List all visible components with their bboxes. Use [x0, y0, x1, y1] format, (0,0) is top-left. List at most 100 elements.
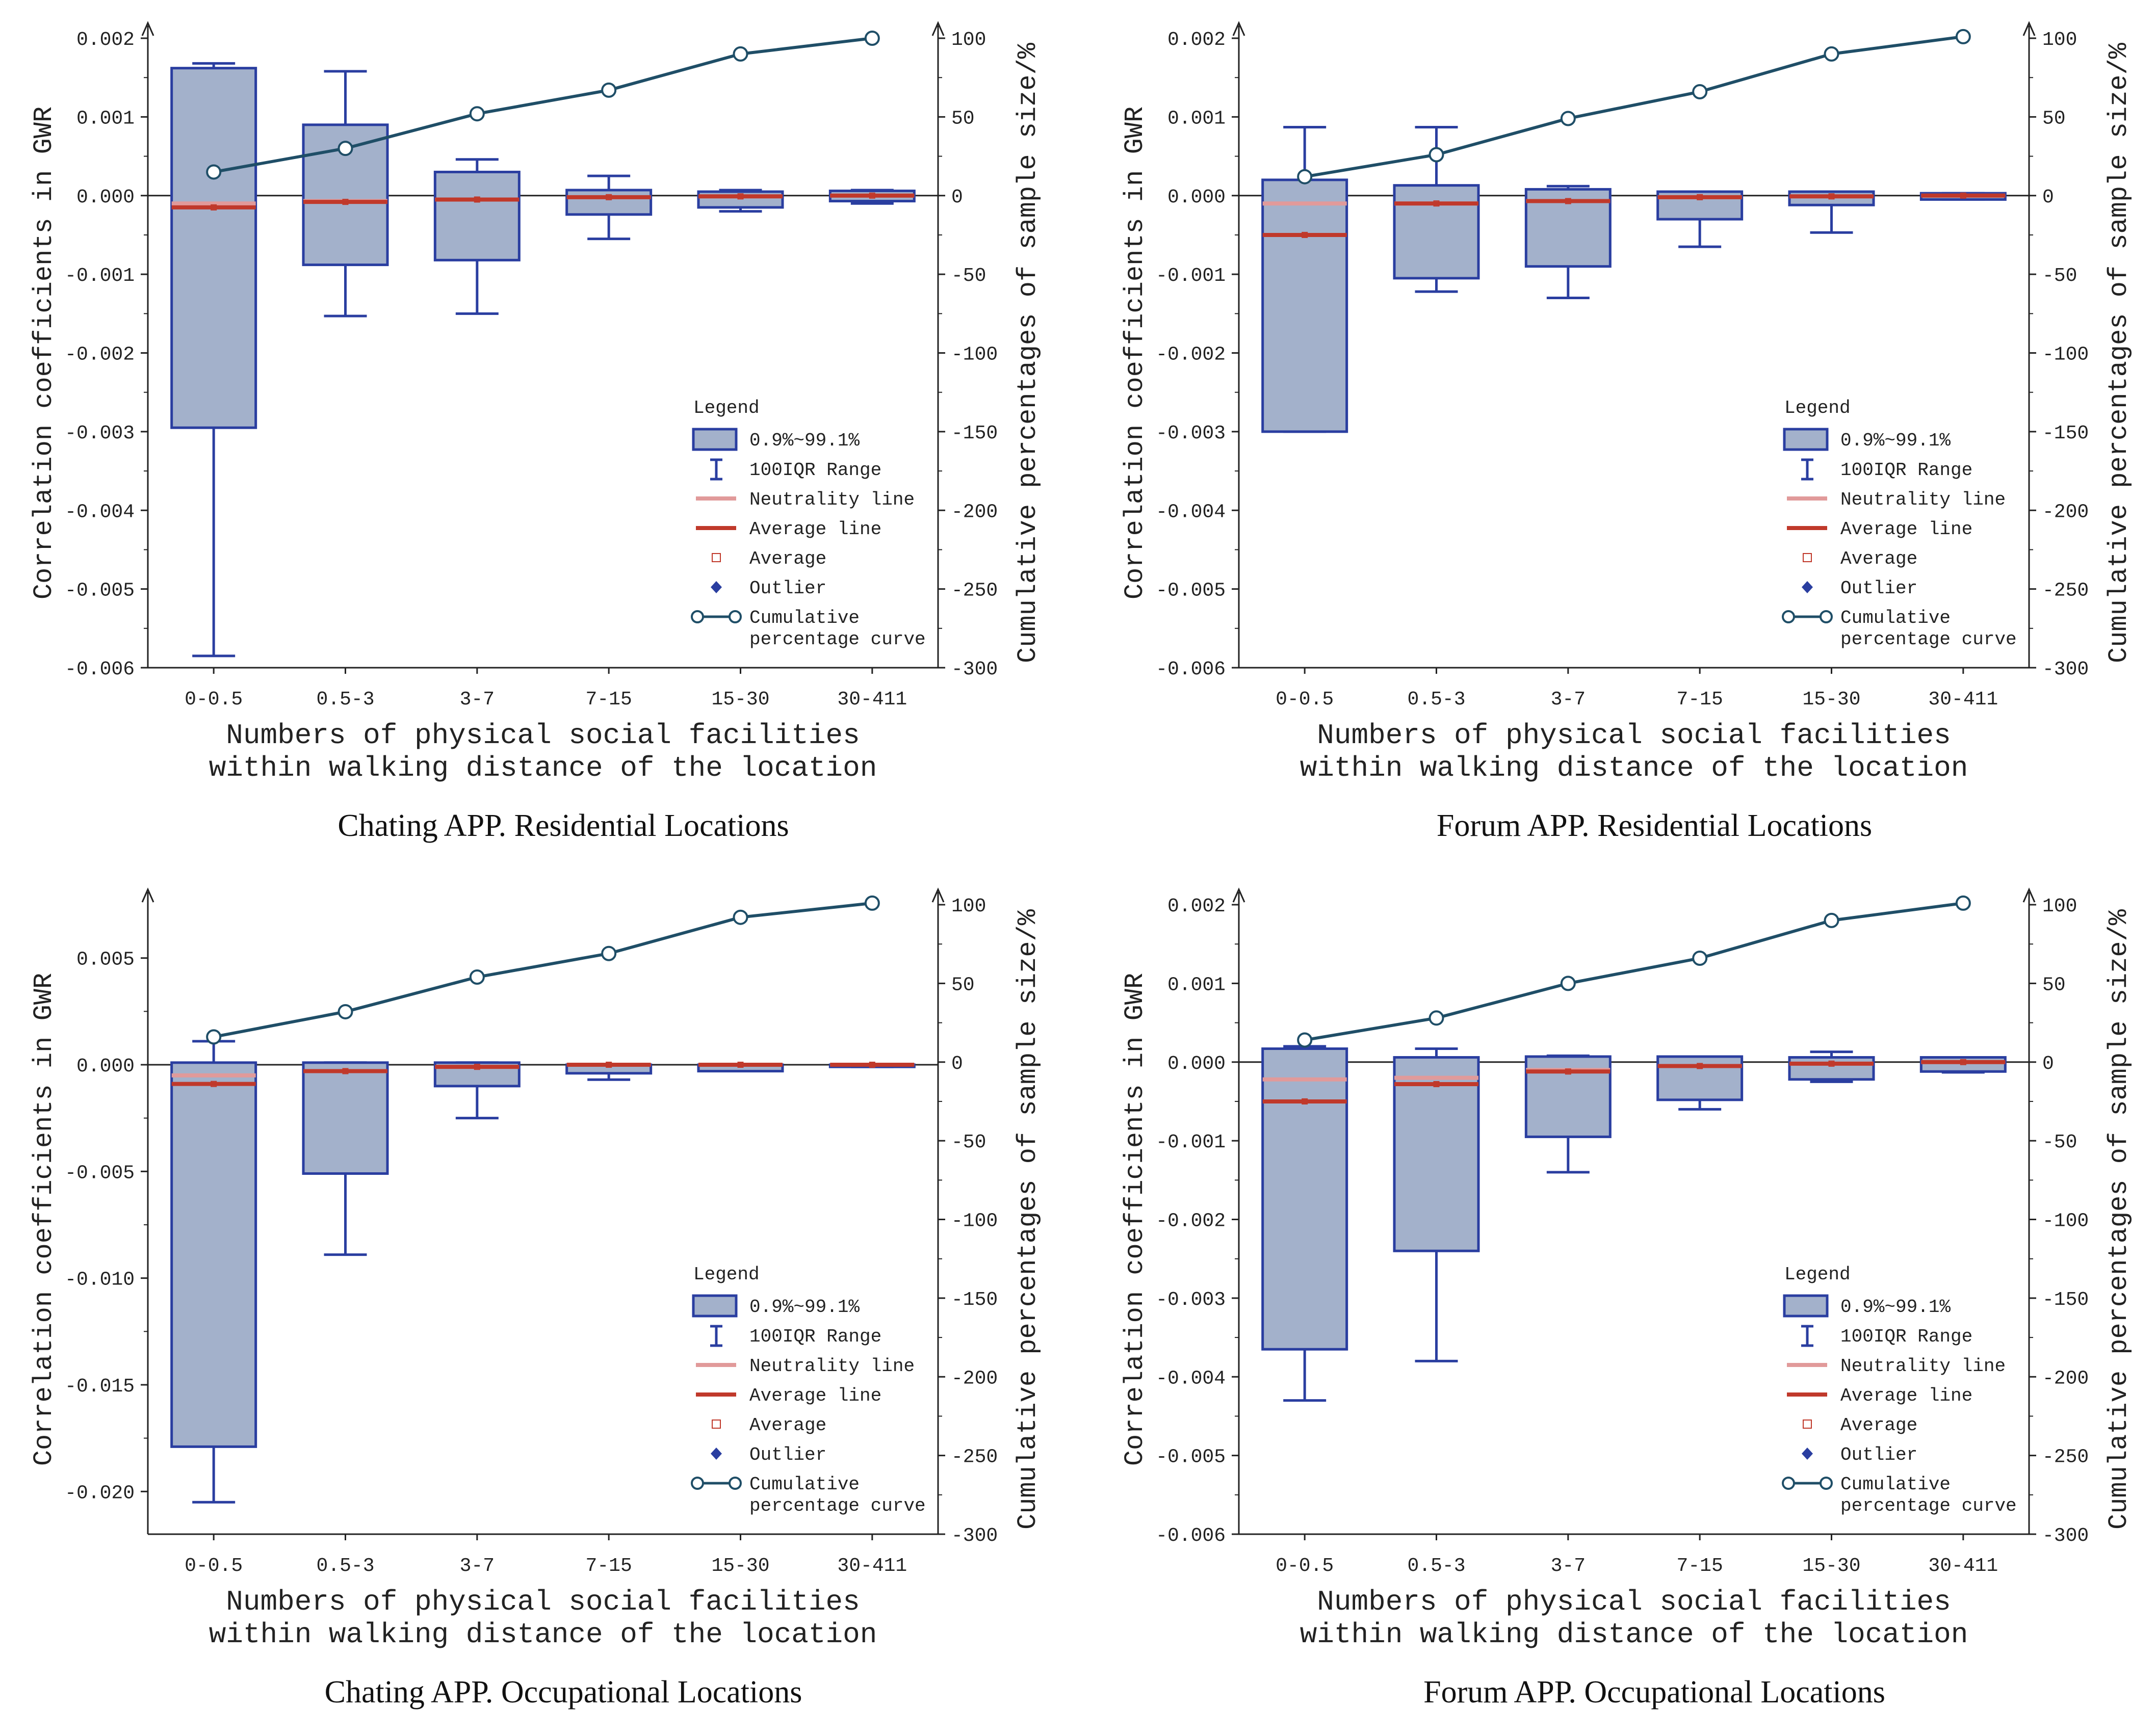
y-tick-label: 0.002	[1167, 29, 1226, 51]
y-axis-title: Correlation coefficients in GWR	[29, 973, 59, 1466]
average-point	[869, 1061, 875, 1068]
y-tick-label: 0.001	[76, 108, 135, 129]
y2-tick-label: 100	[951, 29, 986, 51]
legend-swatch-average-point	[1803, 553, 1812, 562]
cumulative-point	[1297, 169, 1313, 185]
legend-label-neutral: Neutrality line	[1840, 1356, 2006, 1377]
y-tick-label: 0.002	[76, 29, 135, 51]
legend-label-neutral: Neutrality line	[749, 489, 915, 510]
average-point	[1565, 1068, 1571, 1075]
average-point	[1828, 1060, 1835, 1067]
legend-label-whisker: 100IQR Range	[749, 1326, 881, 1347]
chart-panel-3: -0.020 -0.015 -0.010 -0.005 0.000 0.005 -300 -2…	[29, 887, 1043, 1710]
y2-tick-label: -100	[951, 344, 998, 366]
x-tick-label: 0-0.5	[1276, 689, 1334, 711]
average-point	[1433, 1081, 1440, 1087]
y2-tick-label: -200	[2042, 1368, 2089, 1389]
x-tick-label: 30-411	[1928, 1555, 1998, 1577]
chart-panel-2: -0.006 -0.005 -0.004 -0.003 -0.002 -0.001 0.00…	[1120, 21, 2134, 843]
y-axis-left-arrow	[1232, 21, 1245, 36]
y-tick-label: -0.004	[65, 501, 135, 523]
y2-tick-label: -50	[951, 265, 986, 287]
y-axis-right-arrow	[931, 887, 945, 903]
y2-tick-label: -250	[951, 1447, 998, 1468]
legend-label-avgpoint: Average	[749, 548, 826, 569]
legend-label-outlier: Outlier	[1840, 1444, 1917, 1465]
y-tick-label: -0.010	[65, 1269, 135, 1291]
x-axis-title-line1: Numbers of physical social facilities	[226, 1586, 860, 1618]
y-tick-label: -0.015	[65, 1376, 135, 1398]
legend-label-avgline: Average line	[749, 1385, 881, 1406]
legend-swatch-curve-point	[1782, 610, 1795, 623]
legend-label-avgline: Average line	[1840, 1385, 1972, 1406]
average-point	[1960, 1059, 1966, 1065]
x-axis-title-line1: Numbers of physical social facilities	[226, 719, 860, 752]
average-point	[211, 204, 217, 211]
x-axis-title-line2: within walking distance of the location	[1300, 752, 1968, 784]
legend-swatch-curve-point	[729, 610, 742, 623]
y2-tick-label: 0	[2042, 187, 2054, 208]
legend-swatch-outlier-diamond	[1802, 581, 1813, 593]
legend-label-curve: Cumulative	[1840, 1474, 1951, 1495]
legend-label-curve-2: percentage curve	[1840, 1495, 2017, 1516]
y-tick-label: 0.000	[76, 1056, 135, 1077]
cumulative-point	[1297, 1032, 1313, 1048]
cumulative-point	[469, 969, 485, 985]
panel-caption: Forum APP. Occupational Locations	[1423, 1675, 1885, 1710]
legend-label-curve-2: percentage curve	[1840, 629, 2017, 650]
y-tick-label: -0.005	[65, 1162, 135, 1184]
x-tick-label: 15-30	[711, 1555, 769, 1577]
x-axis-title-line2: within walking distance of the location	[209, 752, 877, 784]
legend-label-curve: Cumulative	[749, 608, 860, 628]
y-tick-label: -0.006	[65, 659, 135, 680]
x-tick-label: 0.5-3	[316, 1555, 374, 1577]
legend-label-outlier: Outlier	[749, 1444, 826, 1465]
y2-tick-label: 0	[951, 1053, 963, 1075]
legend-label-box: 0.9%~99.1%	[749, 430, 860, 451]
legend-swatch-outlier-diamond	[1802, 1448, 1813, 1460]
average-point	[737, 1061, 744, 1068]
cumulative-point	[733, 46, 748, 62]
y-tick-label: -0.002	[65, 344, 135, 366]
y2-tick-label: -250	[2042, 580, 2089, 602]
x-axis-title-line2: within walking distance of the location	[209, 1618, 877, 1651]
legend-label-avgline: Average line	[749, 519, 881, 540]
cumulative-point	[1692, 950, 1708, 966]
box-0-0.5	[170, 1061, 257, 1448]
y-tick-label: -0.005	[65, 580, 135, 602]
box-7-15	[565, 189, 653, 216]
panel-caption: Forum APP. Residential Locations	[1437, 808, 1872, 843]
y2-tick-label: 50	[2042, 974, 2066, 996]
y-tick-label: 0.000	[1167, 187, 1226, 208]
x-tick-label: 3-7	[460, 1555, 495, 1577]
x-tick-label: 7-15	[1677, 1555, 1723, 1577]
x-tick-label: 7-15	[586, 1555, 632, 1577]
y-tick-label: -0.006	[1156, 1525, 1226, 1547]
y2-tick-label: -200	[951, 1368, 998, 1389]
x-axis-title-line1: Numbers of physical social facilities	[1317, 719, 1951, 752]
box-0-0.5	[1261, 1047, 1348, 1351]
cumulative-point	[1428, 1010, 1444, 1026]
y2-axis-title: Cumulative percentages of sample size/%	[1013, 42, 1043, 663]
y2-tick-label: -100	[2042, 344, 2089, 366]
legend-label-avgpoint: Average	[1840, 1415, 1917, 1436]
average-point	[474, 196, 480, 203]
cumulative-curve	[213, 37, 873, 174]
y-tick-label: -0.001	[1156, 265, 1226, 287]
y-tick-label: 0.000	[76, 187, 135, 208]
legend-label-neutral: Neutrality line	[1840, 489, 2006, 510]
y2-tick-label: -250	[2042, 1447, 2089, 1468]
legend-label-avgline: Average line	[1840, 519, 1972, 540]
legend-label-curve-2: percentage curve	[749, 1495, 926, 1516]
cumulative-curve	[1304, 35, 1964, 178]
legend-swatch-curve-point	[1782, 1477, 1795, 1490]
y2-tick-label: -50	[2042, 265, 2077, 287]
legend-swatch-box	[1783, 1294, 1829, 1318]
cumulative-point	[601, 945, 617, 961]
y-tick-label: -0.020	[65, 1482, 135, 1504]
y-tick-label: -0.002	[1156, 344, 1226, 366]
x-tick-label: 7-15	[1677, 689, 1723, 711]
legend-title: Legend	[693, 1264, 760, 1285]
box-0-0.5	[170, 67, 257, 429]
